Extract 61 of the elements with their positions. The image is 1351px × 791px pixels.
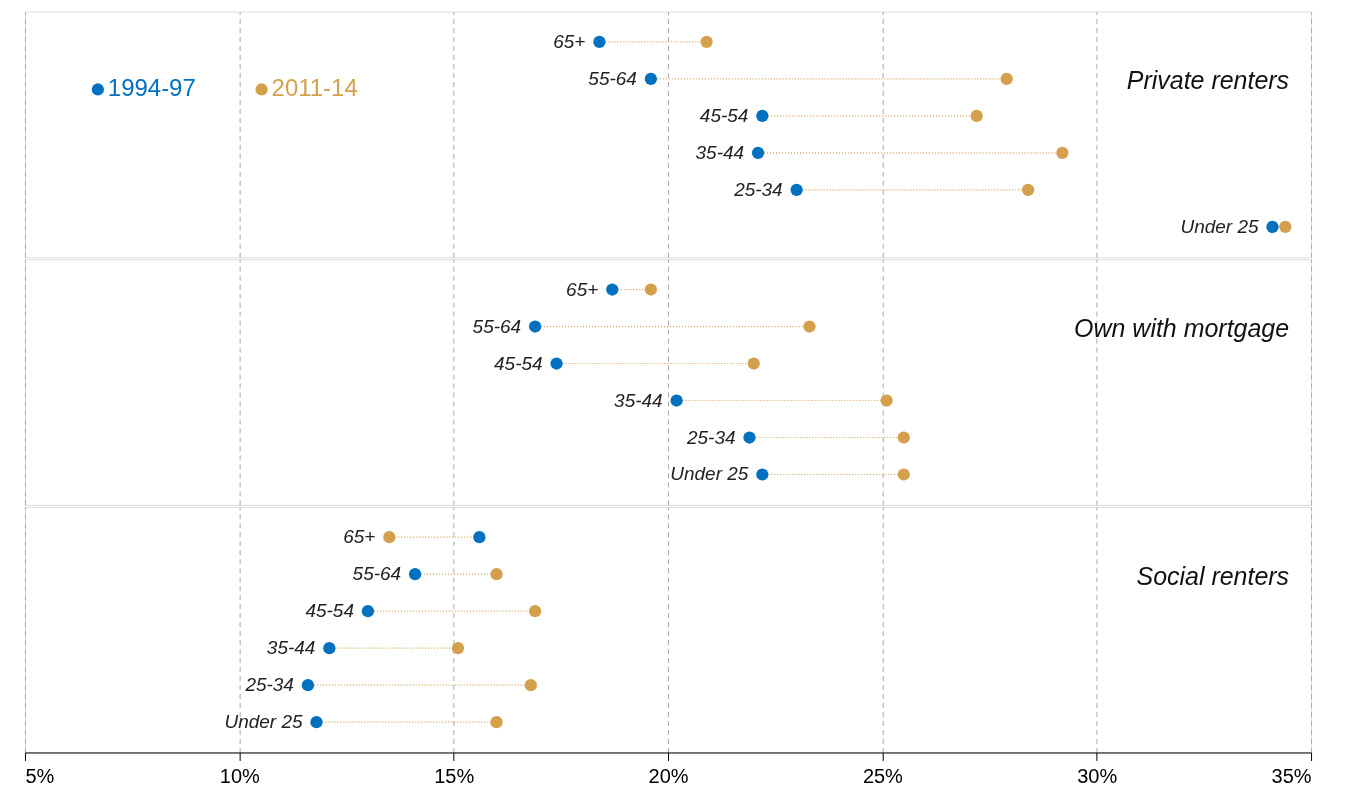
point (756, 109, 769, 122)
point (1022, 183, 1035, 196)
point (1056, 146, 1069, 159)
point (550, 357, 563, 370)
point (1000, 72, 1013, 85)
category-label: 65+ (553, 30, 586, 52)
point (897, 431, 910, 444)
point (644, 72, 657, 85)
point (880, 394, 893, 407)
point (897, 468, 910, 481)
category-label: 25-34 (734, 178, 783, 200)
point (524, 679, 537, 692)
point (451, 642, 465, 655)
category-label: Under 25 (670, 463, 749, 485)
x-tick-label: 5% (25, 764, 55, 787)
category-label: 35-44 (614, 389, 663, 411)
point (301, 679, 315, 692)
point (747, 357, 760, 370)
x-tick-label: 15% (434, 764, 475, 787)
x-tick-label: 25% (862, 764, 904, 787)
point (1279, 220, 1292, 233)
category-label: 25-34 (686, 426, 736, 448)
x-tick-label: 30% (1077, 764, 1118, 787)
point (361, 605, 375, 618)
point (743, 431, 756, 444)
point (670, 394, 683, 407)
category-label: 55-64 (472, 315, 522, 337)
category-label: 65+ (566, 278, 599, 300)
point (1266, 220, 1279, 233)
point (803, 320, 816, 333)
x-tick-label: 20% (648, 764, 689, 787)
point (790, 183, 803, 196)
point (310, 716, 323, 729)
point (323, 642, 336, 655)
point (490, 568, 503, 581)
point (606, 283, 619, 296)
point (529, 605, 542, 618)
category-label: 45-54 (494, 352, 543, 374)
x-tick-label: 10% (219, 764, 261, 787)
point (593, 35, 606, 49)
point (970, 109, 983, 122)
text: Social renters (1136, 561, 1290, 590)
category-label: 35-44 (695, 141, 745, 163)
text: Own with mortgage (1074, 314, 1290, 343)
category-label: 45-54 (699, 104, 749, 126)
legend-label: 2011-14 (271, 74, 358, 102)
text: Private renters (1126, 66, 1290, 95)
point (383, 531, 396, 544)
point (529, 320, 542, 333)
category-label: Under 25 (1180, 215, 1259, 237)
point (644, 283, 657, 296)
x-tick-label: 35% (1271, 764, 1312, 787)
point (408, 568, 422, 581)
category-label: 55-64 (588, 67, 637, 89)
point (756, 468, 769, 481)
point (473, 531, 486, 544)
point (751, 146, 765, 159)
y-tick-label: Under 25 (224, 711, 303, 733)
point (700, 35, 713, 49)
point (490, 716, 503, 729)
legend-label: 1994-97 (107, 74, 196, 102)
